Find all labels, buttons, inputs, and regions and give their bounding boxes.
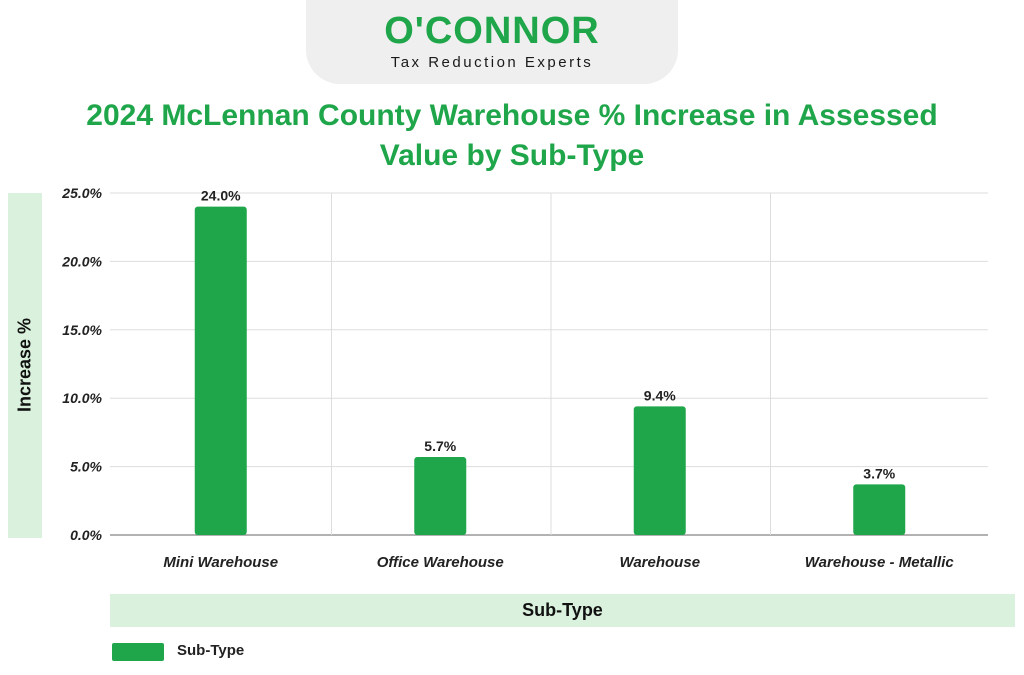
brand-logo: O'CONNOR: [384, 10, 600, 52]
legend-swatch: [112, 643, 164, 661]
x-tick-label: Mini Warehouse: [163, 554, 278, 571]
x-tick-label: Office Warehouse: [377, 554, 504, 571]
y-tick-label: 0.0%: [70, 527, 102, 543]
x-tick-label: Warehouse - Metallic: [805, 554, 955, 571]
x-tick-label: Warehouse: [619, 554, 700, 571]
bar: [853, 484, 906, 535]
y-tick-label: 15.0%: [62, 322, 102, 338]
y-axis-label-band: [8, 193, 42, 538]
bar: [633, 406, 686, 535]
bar: [194, 206, 247, 535]
data-label: 9.4%: [644, 387, 676, 403]
y-tick-label: 5.0%: [70, 459, 102, 475]
legend-label: Sub-Type: [177, 642, 245, 659]
logo-banner: [306, 0, 678, 84]
y-tick-label: 10.0%: [62, 390, 102, 406]
x-axis-label: Sub-Type: [110, 594, 1015, 627]
y-tick-label: 20.0%: [61, 253, 102, 269]
y-tick-label: 25.0%: [61, 185, 102, 201]
brand-tagline: Tax Reduction Experts: [390, 54, 594, 71]
data-label: 24.0%: [201, 188, 241, 204]
chart-title: 2024 McLennan County Warehouse % Increas…: [86, 99, 938, 172]
bar: [414, 457, 467, 535]
data-label: 3.7%: [863, 465, 895, 481]
data-label: 5.7%: [424, 438, 456, 454]
